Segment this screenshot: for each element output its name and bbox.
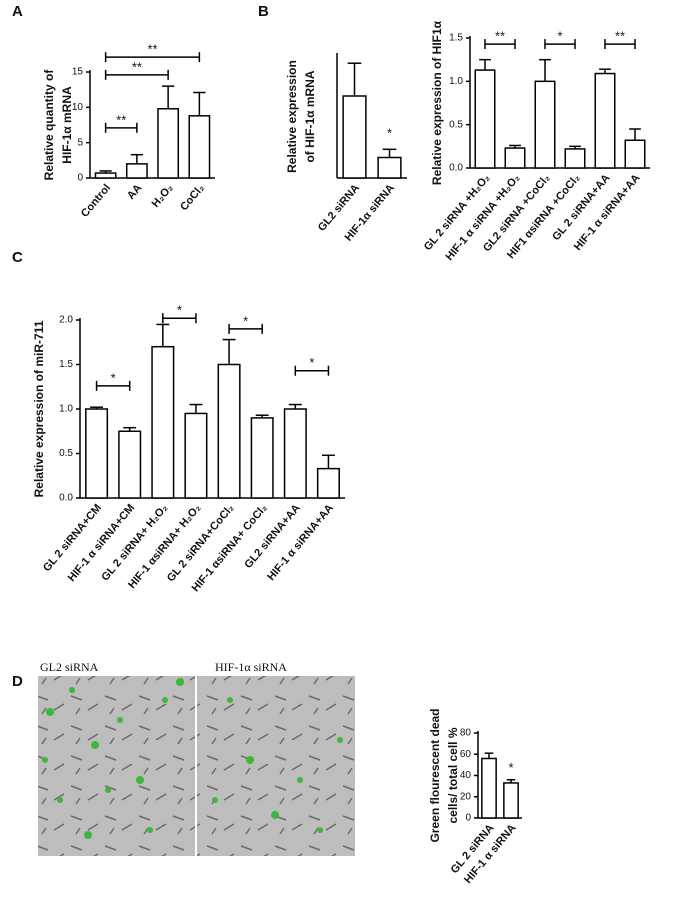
significance: * <box>111 370 116 385</box>
bar <box>250 417 274 499</box>
y-tick-label: 0.0 <box>59 493 73 504</box>
bar <box>624 139 646 169</box>
panel-label: C <box>12 249 23 266</box>
micrographs <box>38 676 355 856</box>
y-tick-label: 15 <box>72 67 84 78</box>
significance: * <box>508 760 513 775</box>
significance: ** <box>132 59 142 74</box>
bar <box>474 69 496 169</box>
y-tick-label: 10 <box>72 102 84 113</box>
significance: ** <box>147 42 157 57</box>
bar <box>151 345 175 499</box>
image-gl2 <box>38 676 195 856</box>
y-tick-label: 1.5 <box>59 359 73 370</box>
significance: * <box>243 313 248 328</box>
bar <box>504 147 526 169</box>
bar <box>188 115 211 179</box>
y-tick-label: 1.0 <box>59 404 73 415</box>
y-tick-label: 2.0 <box>59 315 73 326</box>
x-tick-label: HIF-1 α siRNA+AA <box>265 502 336 583</box>
bar <box>184 412 208 499</box>
panel-label: D <box>12 673 23 690</box>
y-tick-label: 5 <box>77 137 83 148</box>
significance: * <box>387 126 392 141</box>
x-tick-label: H₂O₂ <box>150 182 176 210</box>
bar <box>217 363 241 499</box>
panel-label: B <box>258 3 269 20</box>
y-tick-label: 0.0 <box>449 163 463 174</box>
panel-label: A <box>12 3 23 20</box>
y-axis-label: cells/ total cell % <box>446 727 460 823</box>
y-axis-label: Relative expression of HIF1α <box>430 20 444 185</box>
y-tick-label: 20 <box>460 791 472 802</box>
y-tick-label: 80 <box>460 728 472 739</box>
bar <box>118 430 142 499</box>
significance: ** <box>615 29 625 44</box>
bar <box>503 782 519 819</box>
bar <box>125 163 148 179</box>
significance: * <box>177 303 182 318</box>
green-cells <box>42 678 343 839</box>
bar <box>85 408 109 499</box>
x-tick-label: CoCl₂ <box>178 182 207 213</box>
y-axis-label: Relative quantity of <box>42 69 56 181</box>
y-axis-label: HIF-1α mRNA <box>60 86 74 164</box>
bar <box>594 72 616 169</box>
image-label: GL2 siRNA <box>40 660 99 674</box>
y-tick-label: 1.5 <box>449 33 463 44</box>
y-tick-label: 40 <box>460 770 472 781</box>
bar <box>377 156 402 179</box>
bar <box>94 172 117 179</box>
significance: ** <box>116 112 126 127</box>
bar <box>342 95 367 179</box>
y-axis-label: Relative expression of miR-711 <box>32 320 46 497</box>
significance: ** <box>495 29 505 44</box>
image-label: HIF-1α siRNA <box>215 660 287 674</box>
y-axis-label: of HIF-1α mRNA <box>303 70 317 162</box>
y-tick-label: 0 <box>77 173 83 184</box>
bar <box>283 408 307 499</box>
y-tick-label: 60 <box>460 749 472 760</box>
y-tick-label: 0.5 <box>59 448 73 459</box>
bar <box>316 467 340 499</box>
bar <box>157 107 180 179</box>
x-tick-label: AA <box>125 182 144 202</box>
y-tick-label: 1.0 <box>449 76 463 87</box>
significance: * <box>557 29 562 44</box>
x-tick-label: Control <box>79 182 113 220</box>
bar <box>481 757 497 819</box>
y-tick-label: 0.5 <box>449 119 463 130</box>
significance: * <box>309 355 314 370</box>
bar <box>534 80 556 169</box>
image-hif <box>197 676 355 856</box>
y-tick-label: 0 <box>465 813 471 824</box>
bar <box>564 148 586 169</box>
y-axis-label: Relative expression <box>285 60 299 173</box>
y-axis-label: Green flourescent dead <box>428 708 442 842</box>
x-tick-label: GL 2 siRNA+CM <box>41 502 104 574</box>
